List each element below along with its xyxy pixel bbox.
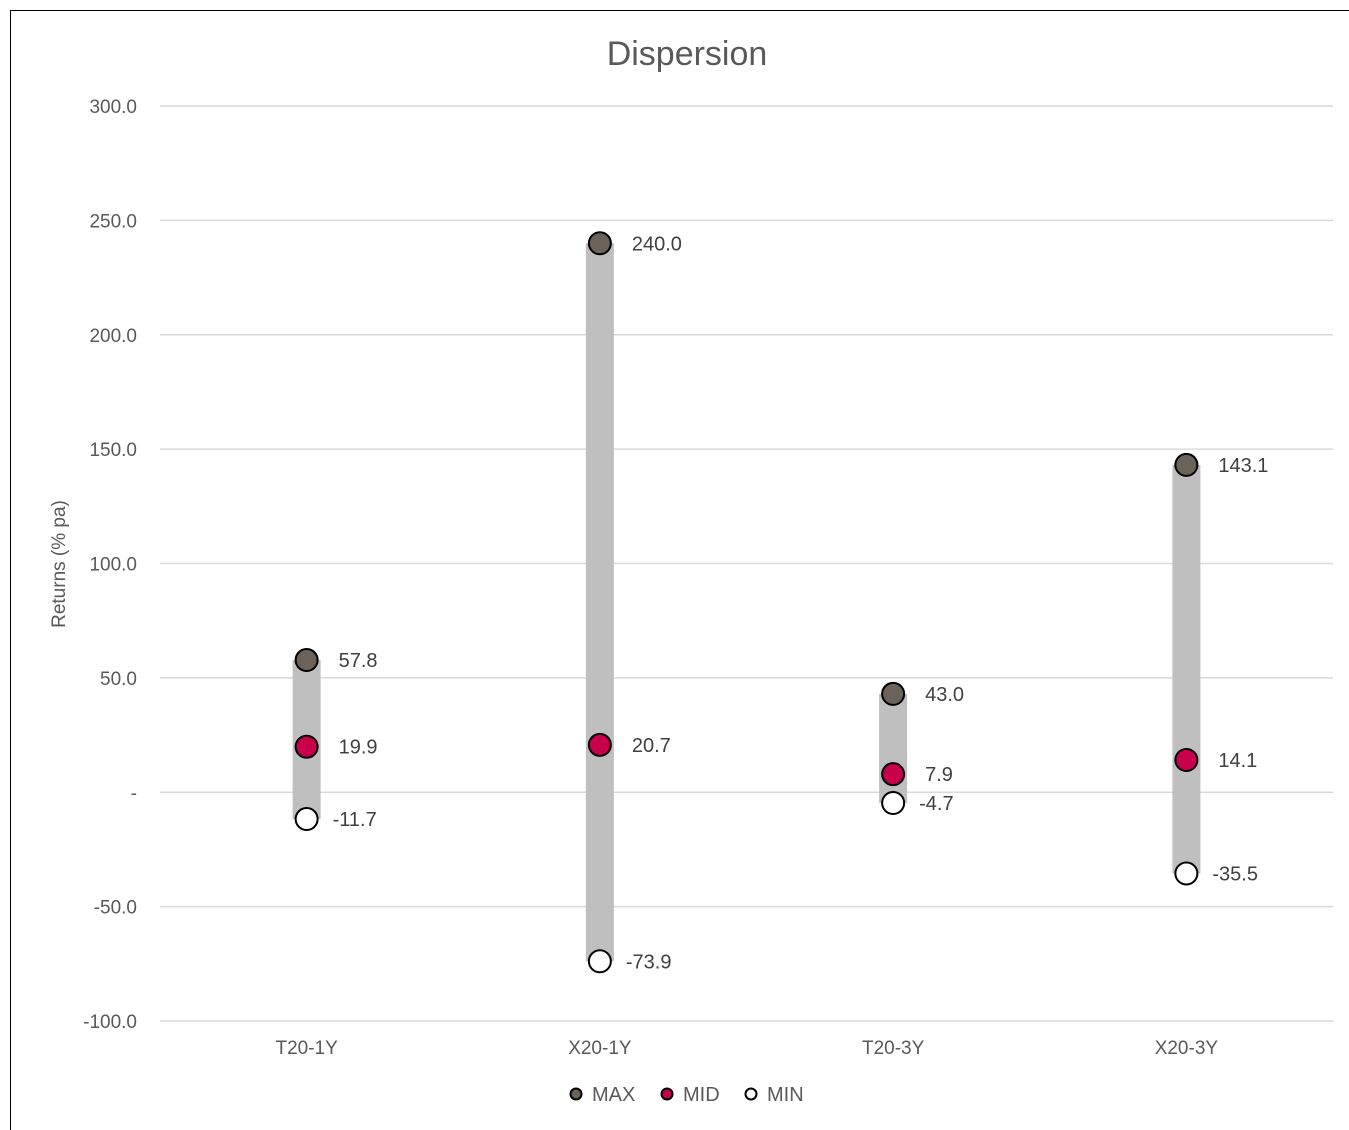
data-label-mid: 14.1 xyxy=(1218,750,1257,772)
y-tick-label: -100.0 xyxy=(83,1012,137,1033)
data-label-max: 57.8 xyxy=(339,650,378,672)
data-label-mid: 19.9 xyxy=(339,737,378,759)
range-bar xyxy=(879,693,908,804)
point-max xyxy=(294,648,319,673)
data-label-mid: 7.9 xyxy=(925,764,953,786)
point-max xyxy=(1174,452,1199,477)
x-tick-label: T20-3Y xyxy=(862,1038,925,1059)
legend-label-max: MAX xyxy=(592,1084,635,1106)
legend-label-min: MIN xyxy=(767,1084,804,1106)
range-bar xyxy=(585,243,614,962)
point-min xyxy=(1174,861,1199,886)
point-max xyxy=(587,231,612,256)
point-mid xyxy=(1174,747,1199,772)
point-mid xyxy=(294,734,319,759)
data-label-max: 240.0 xyxy=(632,233,682,255)
y-tick-label: 300.0 xyxy=(89,97,137,118)
y-axis-label: Returns (% pa) xyxy=(49,500,70,628)
point-mid xyxy=(587,732,612,757)
y-tick-label: 250.0 xyxy=(89,211,137,232)
legend-marker-max xyxy=(569,1087,583,1101)
data-label-max: 143.1 xyxy=(1218,455,1268,477)
chart-frame xyxy=(10,10,1349,1130)
point-mid xyxy=(881,762,906,787)
chart-title: Dispersion xyxy=(607,35,768,73)
data-label-min: -4.7 xyxy=(919,793,953,815)
legend-label-mid: MID xyxy=(683,1084,720,1106)
legend-marker-min xyxy=(744,1087,758,1101)
y-tick-label: 50.0 xyxy=(100,669,137,690)
y-tick-label: 200.0 xyxy=(89,326,137,347)
point-min xyxy=(294,807,319,832)
y-tick-label: -50.0 xyxy=(94,898,137,919)
x-tick-label: T20-1Y xyxy=(275,1038,338,1059)
x-tick-label: X20-3Y xyxy=(1155,1038,1219,1059)
data-label-min: -11.7 xyxy=(333,809,377,831)
point-min xyxy=(587,949,612,974)
range-bar xyxy=(1172,464,1201,874)
legend-marker-mid xyxy=(660,1087,674,1101)
point-max xyxy=(881,681,906,706)
y-tick-label: - xyxy=(131,783,137,804)
y-tick-label: 150.0 xyxy=(89,440,137,461)
x-tick-label: X20-1Y xyxy=(568,1038,632,1059)
data-label-min: -35.5 xyxy=(1212,863,1258,885)
y-tick-label: 100.0 xyxy=(89,555,137,576)
data-label-mid: 20.7 xyxy=(632,735,671,757)
point-min xyxy=(881,791,906,816)
data-label-max: 43.0 xyxy=(925,684,964,706)
data-label-min: -73.9 xyxy=(626,951,672,973)
